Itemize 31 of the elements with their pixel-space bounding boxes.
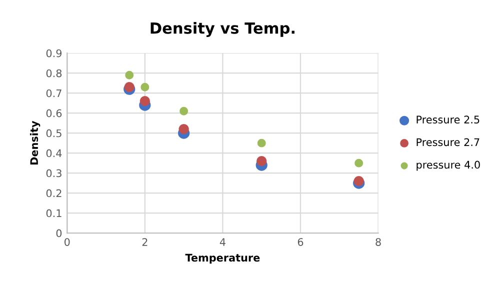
x-tick-label: 6: [298, 238, 304, 246]
point: [140, 96, 150, 106]
y-tick-label: 0: [56, 229, 62, 238]
y-tick-label: 0.1: [46, 209, 62, 218]
y-tick-label: 0.2: [46, 189, 62, 198]
x-tick-label: 2: [142, 238, 148, 246]
y-tick-label: 0.9: [46, 49, 62, 58]
point: [178, 124, 189, 134]
y-tick-label: 0.6: [46, 109, 62, 118]
point: [257, 138, 266, 148]
legend-label: Pressure 2.7: [416, 138, 480, 146]
y-tick-label: 0.8: [46, 69, 62, 78]
point: [256, 156, 267, 166]
y-tick-label: 0.7: [46, 89, 62, 98]
y-axis-title: Density: [30, 120, 40, 164]
point: [354, 176, 364, 186]
point: [354, 158, 364, 168]
chart-title: Density vs Temp.: [150, 22, 294, 37]
point: [140, 82, 150, 92]
x-axis-title: Temperature: [185, 254, 260, 264]
y-tick-label: 0.4: [46, 149, 62, 158]
y-tick-label: 0.5: [46, 129, 62, 138]
point: [125, 70, 134, 80]
point: [124, 82, 134, 92]
x-tick-label: 4: [220, 238, 226, 246]
y-tick-label: 0.3: [46, 169, 62, 178]
legend-label: Pressure 2.5: [416, 116, 480, 124]
legend-label: pressure 4.0: [416, 160, 480, 171]
x-tick-label: 0: [64, 238, 70, 246]
point: [180, 106, 188, 116]
x-tick-label: 8: [376, 238, 381, 246]
